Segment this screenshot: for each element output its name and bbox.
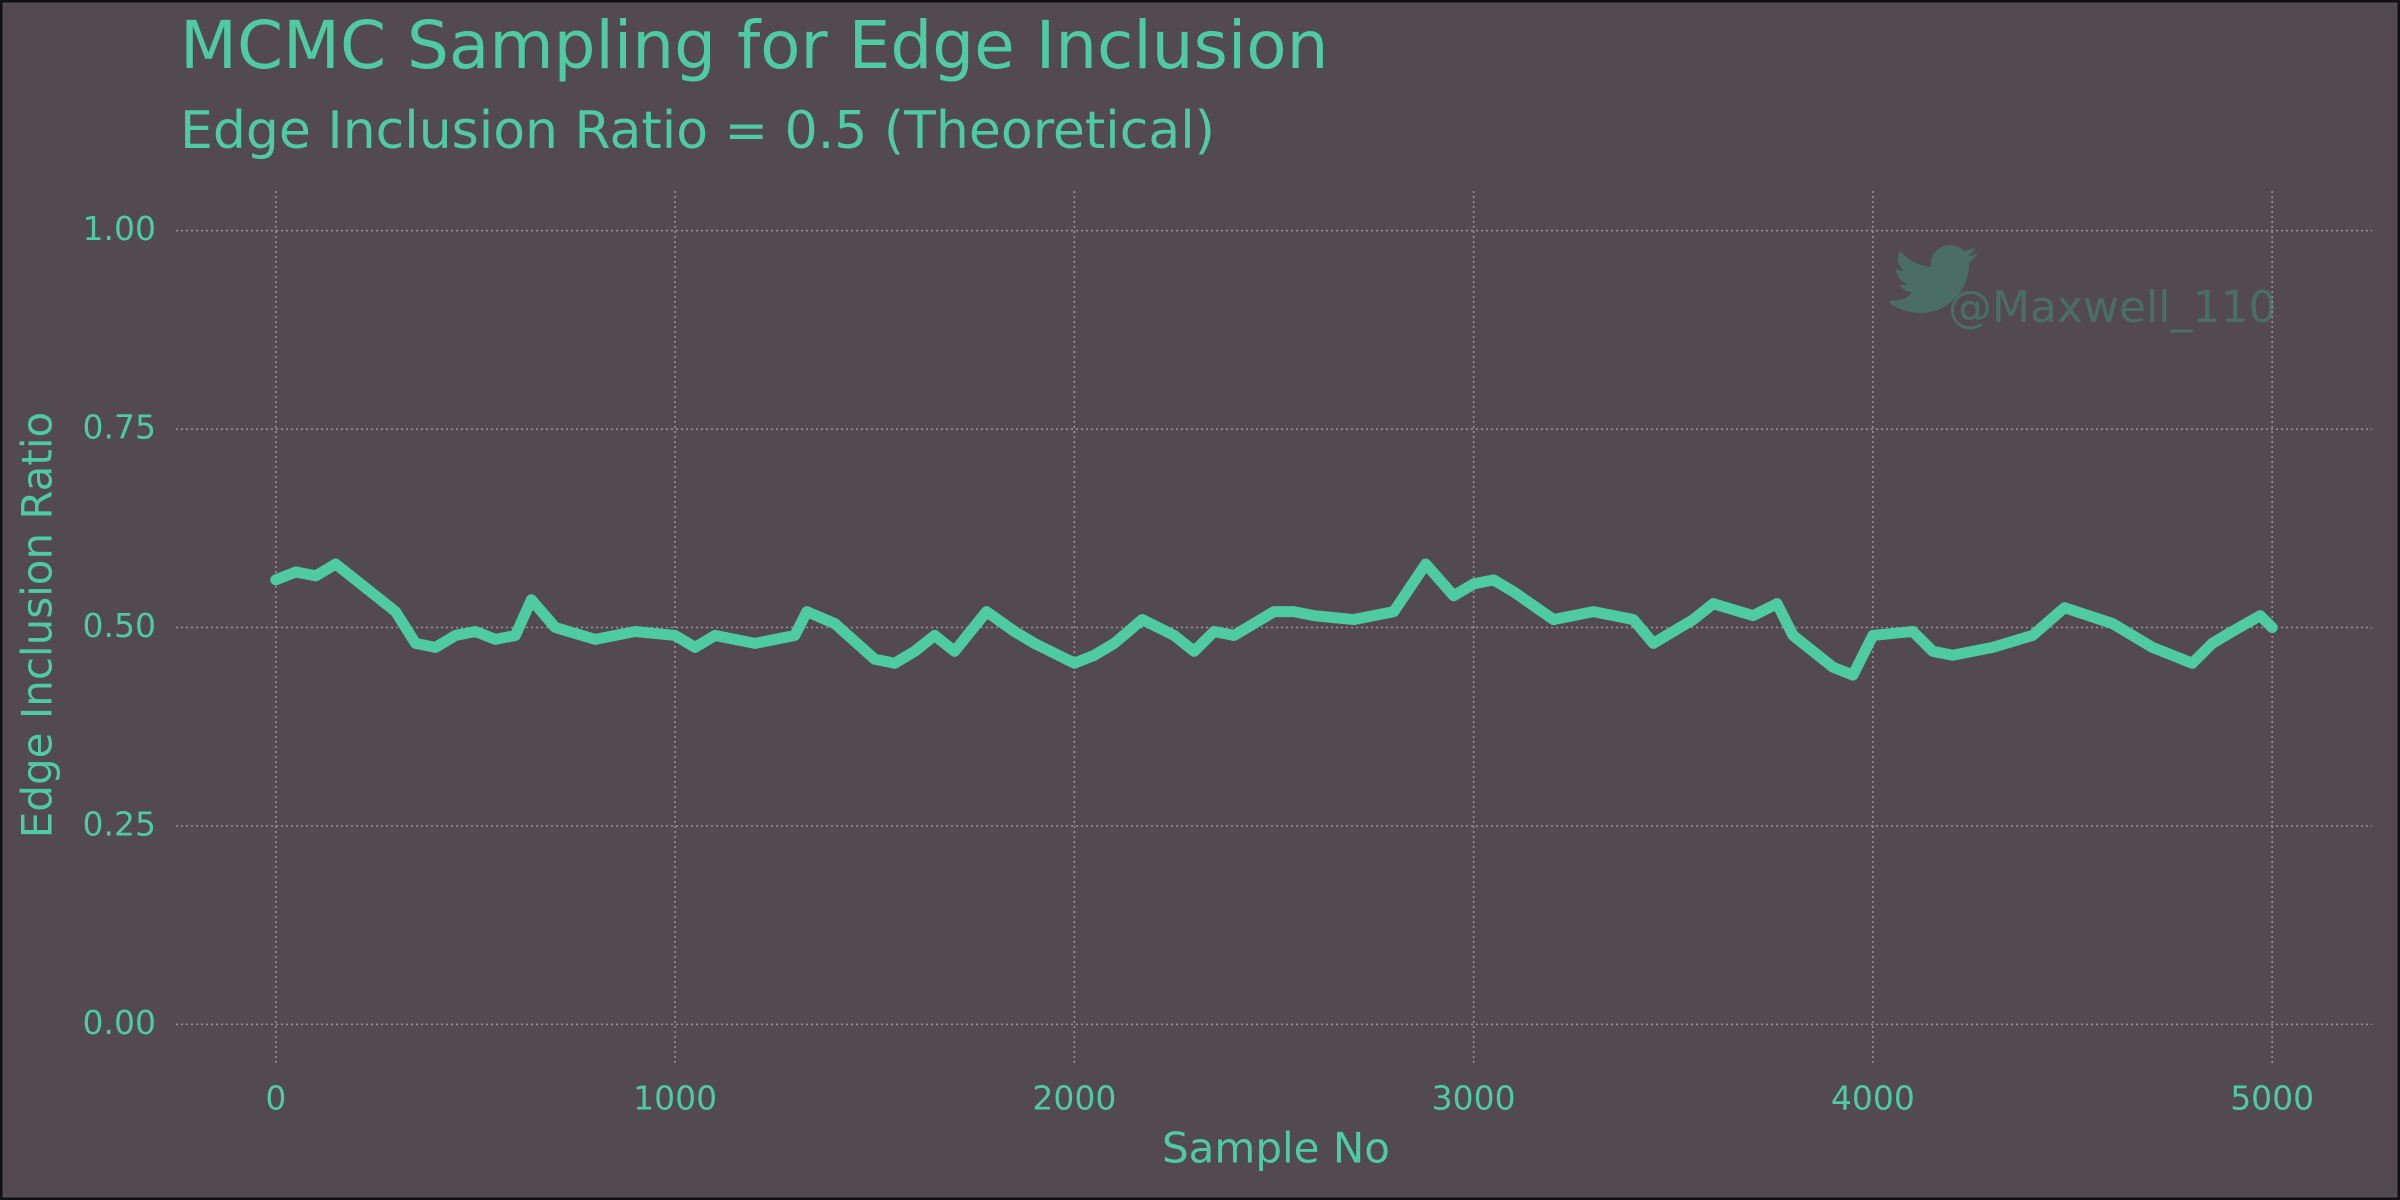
x-tick-label: 1000 — [633, 1079, 717, 1118]
watermark: @Maxwell_110 — [1948, 282, 2276, 333]
chart-subtitle: Edge Inclusion Ratio = 0.5 (Theoretical) — [180, 101, 1215, 161]
y-axis-title: Edge Inclusion Ratio — [13, 412, 62, 838]
x-tick-label: 2000 — [1032, 1079, 1116, 1118]
x-tick-label: 3000 — [1432, 1079, 1516, 1118]
y-tick-label: 0.75 — [83, 408, 156, 447]
y-tick-label: 1.00 — [83, 209, 156, 248]
y-tick-label: 0.25 — [83, 804, 156, 843]
y-tick-label: 0.50 — [83, 606, 156, 645]
x-tick-label: 5000 — [2230, 1079, 2314, 1118]
chart-title: MCMC Sampling for Edge Inclusion — [180, 7, 1328, 84]
x-tick-label: 4000 — [1831, 1079, 1915, 1118]
watermark-icon — [1890, 245, 1978, 313]
plot-area: 0.00 0.25 0.50 0.75 1.00 0 1000 2000 3000 4000 500… — [83, 191, 2372, 1118]
x-axis-title: Sample No — [1162, 1124, 1390, 1173]
y-tick-label: 0.00 — [83, 1003, 156, 1042]
data-line — [270, 558, 2278, 681]
x-tick-label: 0 — [265, 1079, 286, 1118]
